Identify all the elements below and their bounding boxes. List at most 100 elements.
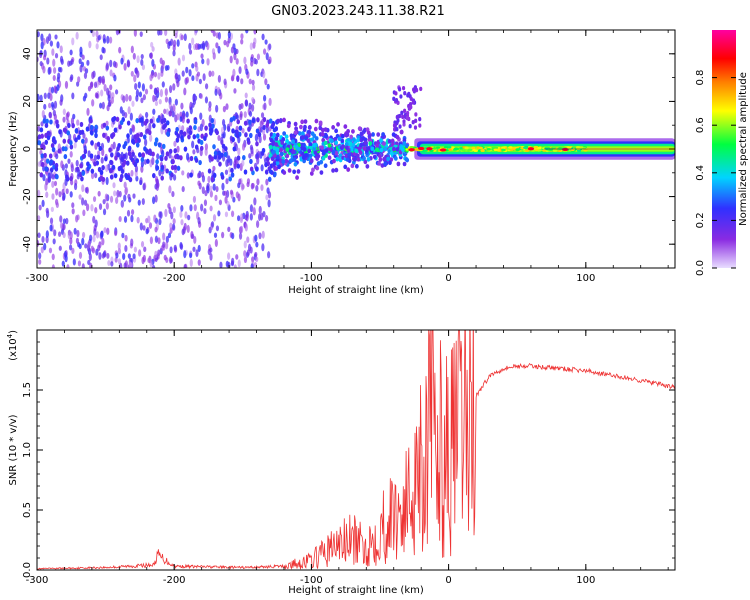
heatmap-cell xyxy=(42,118,47,124)
heatmap-cell xyxy=(378,153,382,159)
heatmap-cell xyxy=(258,135,262,144)
heatmap-cell xyxy=(123,181,127,189)
heatmap-cell xyxy=(137,81,141,89)
heatmap-cell xyxy=(204,83,209,90)
heatmap-cell xyxy=(142,183,146,191)
heatmap-cell xyxy=(281,159,286,164)
heatmap-cell xyxy=(59,99,63,106)
heatmap-cell xyxy=(292,169,297,175)
heatmap-cell xyxy=(395,134,400,140)
heatmap-cell xyxy=(73,227,77,235)
heatmap-cell xyxy=(243,120,248,126)
heatmap-cell xyxy=(359,131,364,137)
heatmap-cell xyxy=(65,188,69,195)
heatmap-cell xyxy=(202,73,206,82)
heatmap-cell xyxy=(53,229,57,237)
heatmap-cell xyxy=(414,147,419,151)
heatmap-cell xyxy=(45,118,49,124)
heatmap-cell xyxy=(304,153,309,158)
heatmap-cell xyxy=(139,179,143,186)
heatmap-cell xyxy=(123,194,127,202)
heatmap-cell xyxy=(37,125,41,132)
heatmap-cell xyxy=(126,120,131,126)
heatmap-cell xyxy=(54,34,58,40)
heatmap-cell xyxy=(280,140,285,145)
heatmap-cell xyxy=(237,182,241,189)
heatmap-cell xyxy=(56,76,60,83)
heatmap-cell xyxy=(250,263,254,268)
heatmap-cell xyxy=(181,170,185,176)
heatmap-cell xyxy=(227,226,231,232)
x-tick-label: 0 xyxy=(445,273,451,284)
heatmap-cell xyxy=(172,218,176,225)
heatmap-cell xyxy=(140,241,145,248)
heatmap-cell xyxy=(314,118,319,124)
heatmap-cell xyxy=(375,147,380,153)
heatmap-cell xyxy=(102,122,107,128)
heatmap-cell xyxy=(307,125,312,130)
heatmap-cell xyxy=(221,182,225,191)
heatmap-cell xyxy=(387,139,392,144)
heatmap-cell xyxy=(321,150,326,156)
heatmap-cell xyxy=(97,35,101,41)
heatmap-cell xyxy=(141,64,146,71)
heatmap-cell xyxy=(183,222,187,231)
heatmap-cell xyxy=(118,215,122,223)
colorbar-tick-label: 0.6 xyxy=(695,117,706,133)
heatmap-cell xyxy=(82,209,86,217)
heatmap-cell xyxy=(237,215,241,222)
heatmap-cell xyxy=(189,252,193,259)
heatmap-cell xyxy=(233,52,237,61)
heatmap-cell xyxy=(285,153,290,159)
heatmap-cell xyxy=(45,191,49,198)
heatmap-cell xyxy=(274,136,279,141)
heatmap-cell xyxy=(235,129,239,135)
heatmap-cell xyxy=(123,62,127,71)
heatmap-cell xyxy=(176,113,180,121)
heatmap-cell xyxy=(39,61,43,67)
heatmap-cell xyxy=(347,152,352,157)
heatmap-cell xyxy=(81,138,85,144)
heatmap-cell xyxy=(371,132,375,137)
heatmap-cell xyxy=(404,157,409,162)
heatmap-cell xyxy=(401,85,406,91)
heatmap-cell xyxy=(209,190,213,198)
heatmap-cell xyxy=(265,125,269,134)
heatmap-cell xyxy=(241,143,246,151)
heatmap-cell xyxy=(119,165,123,171)
heatmap-cell xyxy=(50,101,55,108)
heatmap-cell xyxy=(105,164,109,173)
heatmap-cell xyxy=(215,42,219,49)
heatmap-cell xyxy=(43,103,47,110)
heatmap-cell xyxy=(197,244,201,253)
heatmap-cell xyxy=(118,124,122,130)
heatmap-cell xyxy=(213,150,218,156)
heatmap-cell xyxy=(192,134,197,140)
heatmap-cell xyxy=(230,167,234,173)
heatmap-cell xyxy=(246,178,251,185)
heatmap-cell xyxy=(256,68,260,77)
heatmap-cell xyxy=(268,118,273,124)
heatmap-cell xyxy=(95,43,99,50)
heatmap-cell xyxy=(220,136,224,145)
heatmap-cell xyxy=(188,125,193,131)
heatmap-cell xyxy=(90,204,94,212)
heatmap-cell xyxy=(170,211,174,220)
heatmap-cell xyxy=(42,65,46,74)
heatmap-cell xyxy=(86,161,90,167)
heatmap-cell xyxy=(154,194,158,203)
heatmap-cell xyxy=(113,74,117,82)
heatmap-cell xyxy=(113,190,117,197)
snr-y-label: SNR (10 * v/v) xyxy=(8,414,19,485)
heatmap-cell xyxy=(313,150,318,155)
heatmap-cell xyxy=(203,208,207,215)
heatmap-cell xyxy=(320,145,325,150)
heatmap-cell xyxy=(537,149,542,152)
heatmap-cell xyxy=(160,175,165,181)
heatmap-cell xyxy=(64,80,69,89)
heatmap-cell xyxy=(170,164,175,171)
colorbar-gradient xyxy=(712,30,736,268)
heatmap-cell xyxy=(120,200,125,208)
heatmap-cell xyxy=(51,253,55,261)
heatmap-cell xyxy=(255,166,259,172)
